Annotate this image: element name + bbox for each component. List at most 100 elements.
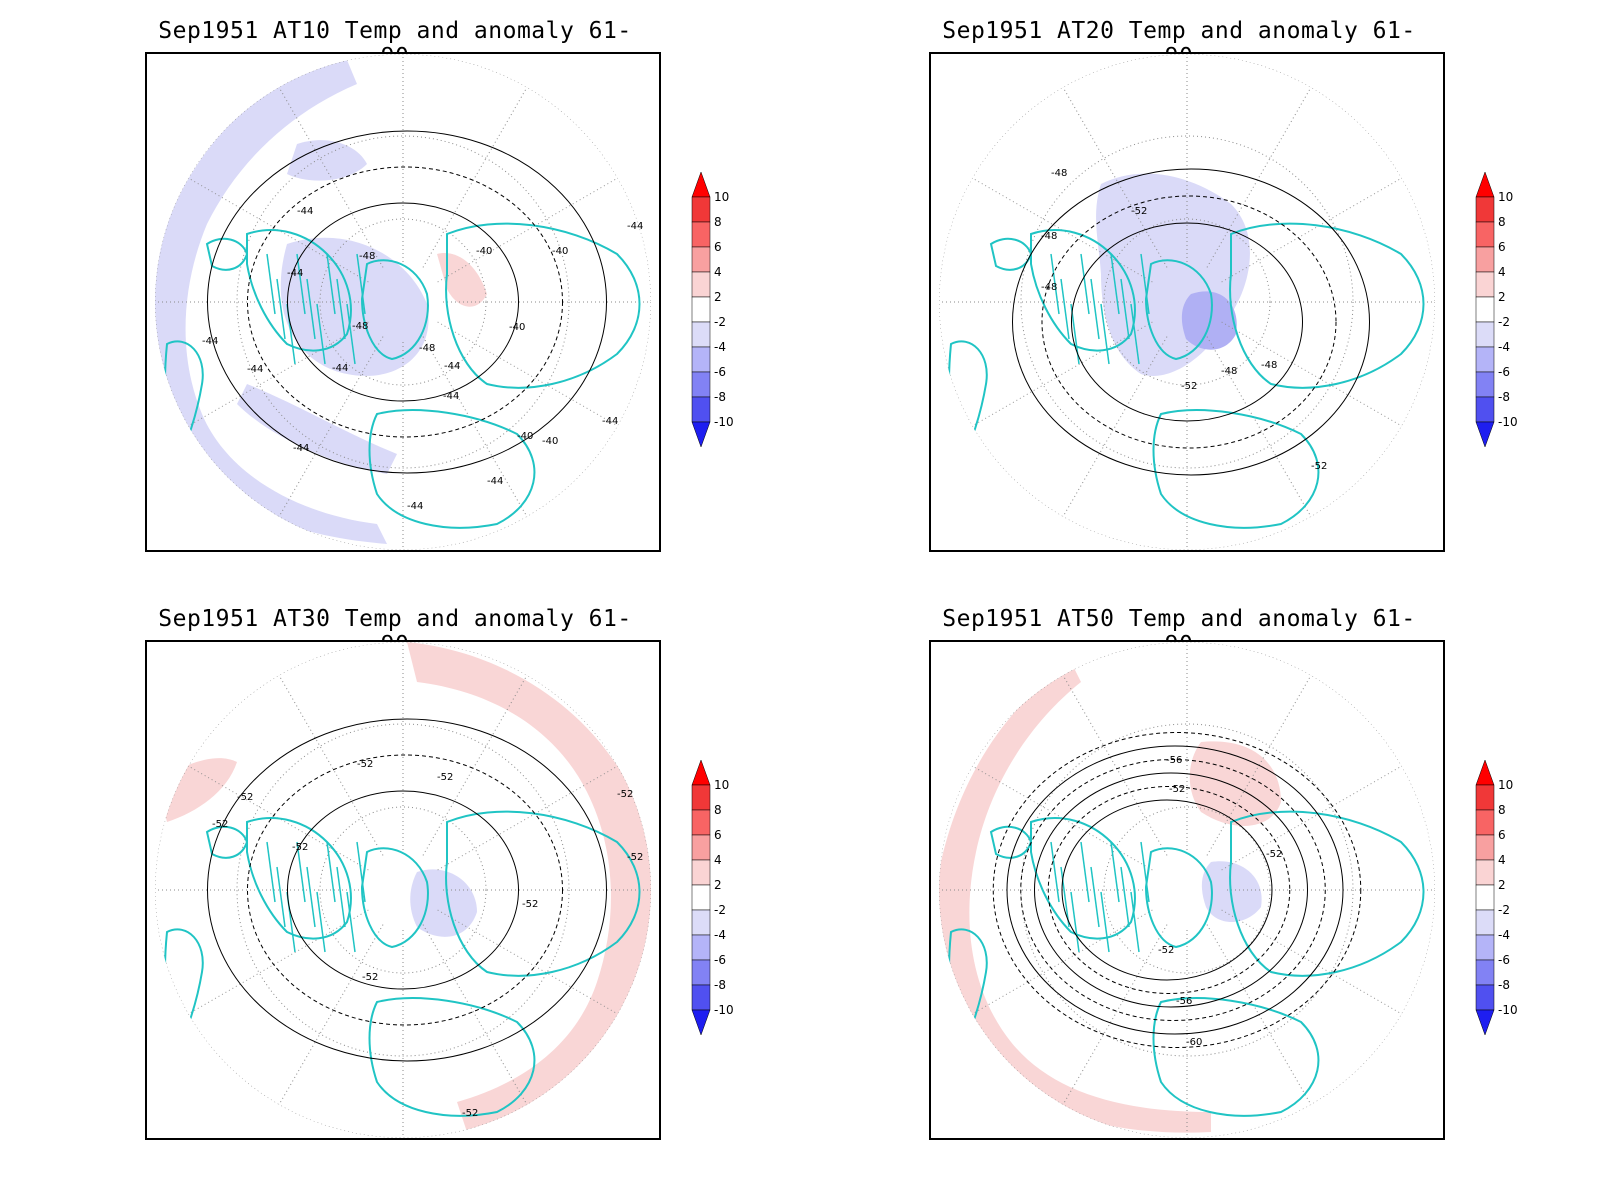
contour-label: -48	[419, 343, 435, 354]
coastline	[205, 237, 249, 271]
colorbar-tick-label: -6	[1498, 365, 1510, 379]
contour-label: -44	[487, 476, 503, 487]
colorbar-tick-label: 2	[714, 290, 722, 304]
colorbar-segment	[691, 271, 711, 298]
panel-at20: Sep1951 AT20 Temp and anomaly 61-90 -48-…	[784, 0, 1584, 600]
contour-line	[287, 790, 519, 990]
coastline	[246, 817, 352, 940]
contour-label: -52	[1169, 784, 1185, 795]
meridian	[961, 171, 1153, 283]
border	[1130, 891, 1140, 953]
meridian	[1221, 321, 1413, 433]
contour-label: -60	[1186, 1037, 1202, 1048]
contour-label: -52	[437, 772, 453, 783]
border	[296, 841, 306, 903]
border	[1100, 303, 1110, 365]
colorbar-1: 10 8 6 4 2 -2 -4 -6 -8 -10	[1474, 171, 1544, 458]
border	[266, 841, 276, 903]
colorbar-tick-label: -6	[1498, 953, 1510, 967]
colorbar-tick-label: 4	[1498, 265, 1506, 279]
contour-label: -40	[517, 431, 533, 442]
contour-label: -52	[237, 792, 253, 803]
contour-label: -40	[542, 436, 558, 447]
meridian	[1056, 76, 1168, 268]
colorbar-tick-label: 4	[714, 853, 722, 867]
border	[1090, 866, 1100, 928]
border	[1060, 278, 1070, 340]
border	[1140, 841, 1150, 903]
colorbar-svg	[691, 759, 711, 1036]
colorbar-segment	[691, 884, 711, 911]
contour-label: -44	[602, 416, 618, 427]
colorbar-tick-label: -8	[714, 390, 726, 404]
colorbar-tick-label: 6	[1498, 828, 1506, 842]
meridian	[1056, 336, 1168, 528]
colorbar-tick-label: 8	[1498, 803, 1506, 817]
contour-label: -44	[332, 363, 348, 374]
colorbar-tick-label: -8	[714, 978, 726, 992]
coastline	[360, 259, 429, 361]
coastline	[1030, 229, 1136, 352]
border	[276, 866, 286, 928]
contour-line	[207, 718, 607, 1062]
colorbar-arrow-up	[1475, 171, 1495, 198]
meridian	[1221, 909, 1413, 1021]
meridian	[422, 664, 534, 856]
colorbar-tick-label: 10	[1498, 190, 1514, 204]
colorbar-segment	[691, 346, 711, 373]
colorbar-tick-label: -10	[1498, 1003, 1518, 1017]
colorbar-segment	[1475, 196, 1495, 223]
colorbar-svg	[1475, 171, 1495, 448]
colorbar-segment	[691, 196, 711, 223]
coastline	[1152, 409, 1320, 529]
colorbar-tick-label: 8	[714, 803, 722, 817]
colorbar-segment	[691, 221, 711, 248]
colorbar-tick-label: -4	[1498, 928, 1510, 942]
colorbar-tick-label: -4	[1498, 340, 1510, 354]
border	[306, 278, 316, 340]
colorbar-segment	[691, 296, 711, 323]
contour-label: -44	[293, 443, 309, 454]
colorbar-segment	[1475, 784, 1495, 811]
border	[1110, 841, 1120, 903]
border	[1140, 253, 1150, 315]
contour-label: -52	[1131, 206, 1147, 217]
contour-label: -48	[1221, 366, 1237, 377]
meridian	[437, 171, 629, 283]
polar-map: -56 -52 -52 -52 -56 -60	[929, 640, 1445, 1140]
contour-label: -52	[1311, 461, 1327, 472]
colorbar-tick-label: 10	[1498, 778, 1514, 792]
contour-label: -52	[1181, 381, 1197, 392]
border	[346, 303, 356, 365]
contour-label: -56	[1176, 996, 1192, 1007]
border	[326, 253, 336, 315]
border	[336, 866, 346, 928]
colorbar-tick-label: -8	[1498, 978, 1510, 992]
contour-line	[1034, 772, 1308, 1008]
colorbar-tick-label: -10	[714, 415, 734, 429]
meridian	[1206, 924, 1318, 1116]
meridian	[422, 924, 534, 1116]
contour-label: -52	[627, 852, 643, 863]
meridian	[177, 321, 369, 433]
contour-label: -52	[362, 972, 378, 983]
contour-label: -52	[292, 842, 308, 853]
colorbar-tick-label: -2	[714, 315, 726, 329]
colorbar-2: 10 8 6 4 2 -2 -4 -6 -8 -10	[690, 759, 760, 1046]
border	[1070, 891, 1080, 953]
contour-label: -44	[287, 268, 303, 279]
contour-label: -52	[357, 759, 373, 770]
polar-map: -52 -52 -52 -52 -52 -52 -52 -52 -52 -52	[145, 640, 661, 1140]
meridian	[961, 321, 1153, 433]
panel-at30: Sep1951 AT30 Temp and anomaly 61-90 -52-…	[0, 588, 800, 1188]
meridian	[961, 759, 1153, 871]
colorbar-segment	[691, 321, 711, 348]
contour-label: -44	[297, 206, 313, 217]
colorbar-0: 10 8 6 4 2 -2 -4 -6 -8 -10	[690, 171, 760, 458]
meridian	[1221, 759, 1413, 871]
contour-label: -40	[552, 246, 568, 257]
border	[266, 253, 276, 315]
meridian	[272, 76, 384, 268]
colorbar-segment	[1475, 834, 1495, 861]
contour-label: -52	[462, 1108, 478, 1119]
